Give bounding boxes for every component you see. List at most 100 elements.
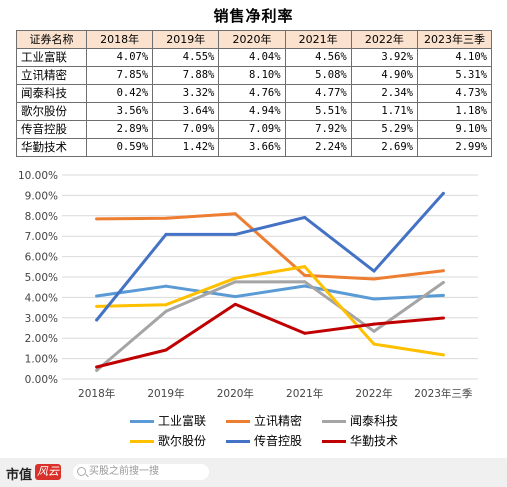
table-cell: 7.09%	[152, 120, 220, 139]
x-tick-label: 2022年	[355, 387, 392, 400]
table-cell: 7.92%	[284, 120, 352, 139]
y-tick-label: 4.00%	[25, 292, 58, 304]
series-point	[372, 277, 376, 281]
table-cell: 4.76%	[218, 84, 286, 103]
table-cell: 3.66%	[218, 138, 286, 157]
table-cell: 5.31%	[417, 66, 492, 85]
search-icon	[77, 467, 86, 476]
series-line	[95, 302, 445, 369]
table-header-cell: 2020年	[218, 30, 286, 49]
y-tick-label: 3.00%	[25, 313, 58, 325]
table-header-cell: 证券名称	[16, 30, 87, 49]
table-cell: 4.55%	[152, 48, 220, 67]
table-header-cell: 2022年	[350, 30, 419, 49]
series-point	[303, 280, 307, 284]
series-point	[233, 212, 237, 216]
table-cell: 3.32%	[152, 84, 220, 103]
series-point	[95, 304, 99, 308]
series-point	[441, 353, 445, 357]
table-cell: 4.07%	[85, 48, 154, 67]
legend-item: 闻泰科技	[322, 413, 398, 429]
y-tick-label: 10.00%	[18, 170, 58, 182]
search-placeholder: 买股之前搜一搜	[89, 466, 159, 477]
legend-swatch	[226, 420, 250, 423]
x-tick-label: 2018年	[78, 387, 115, 400]
y-tick-label: 7.00%	[25, 231, 58, 243]
y-tick-label: 6.00%	[25, 252, 58, 264]
table-row: 传音控股 2.89% 7.09% 7.09% 7.92% 5.29% 9.10%	[16, 120, 492, 139]
table-cell: 8.10%	[218, 66, 286, 85]
table-cell: 4.56%	[284, 48, 352, 67]
series-point	[95, 368, 99, 372]
series-point	[441, 293, 445, 297]
table-cell: 7.09%	[218, 120, 286, 139]
table-header-cell: 2023年三季	[417, 30, 492, 49]
table-header-cell: 2019年	[152, 30, 220, 49]
series-point	[441, 269, 445, 273]
series-line	[95, 212, 445, 281]
series-point	[441, 191, 445, 195]
series-point	[95, 365, 99, 369]
legend-label: 立讯精密	[254, 414, 303, 428]
series-point	[372, 297, 376, 301]
series-line	[95, 191, 445, 322]
series-point	[372, 329, 376, 333]
series-point	[441, 316, 445, 320]
table-header-row: 证券名称 2018年 2019年 2020年 2021年 2022年 2023年…	[16, 30, 492, 49]
series-line	[95, 284, 445, 301]
legend-item: 华勤技术	[322, 433, 398, 449]
series-point	[303, 215, 307, 219]
y-tick-label: 8.00%	[25, 211, 58, 223]
table-cell-company: 歌尔股份	[16, 102, 87, 121]
series-point	[303, 265, 307, 269]
table-cell-company: 立讯精密	[16, 66, 87, 85]
table-cell: 0.59%	[85, 138, 154, 157]
series-point	[233, 232, 237, 236]
table-cell: 1.42%	[152, 138, 220, 157]
x-tick-label: 2019年	[147, 387, 184, 400]
table-cell: 5.51%	[284, 102, 352, 121]
y-tick-label: 0.00%	[25, 374, 58, 386]
table-cell: 9.10%	[417, 120, 492, 139]
brand-logo-text: 市值	[6, 468, 33, 483]
series-line	[95, 265, 445, 357]
table-cell: 4.77%	[284, 84, 352, 103]
table-cell: 2.69%	[350, 138, 419, 157]
table-cell: 4.04%	[218, 48, 286, 67]
table-cell-company: 传音控股	[16, 120, 87, 139]
x-tick-label: 2023年三季	[414, 387, 473, 400]
legend-swatch	[130, 420, 154, 423]
series-point	[164, 216, 168, 220]
table-cell: 4.94%	[218, 102, 286, 121]
x-tick-label: 2021年	[286, 387, 323, 400]
table-row: 华勤技术 0.59% 1.42% 3.66% 2.24% 2.69% 2.99%	[16, 138, 492, 157]
y-tick-label: 2.00%	[25, 333, 58, 345]
legend-swatch	[322, 440, 346, 443]
search-box[interactable]: 买股之前搜一搜	[73, 464, 209, 480]
x-tick-label: 2020年	[217, 387, 254, 400]
line-chart: 0.00% 1.00% 2.00% 3.00% 4.00% 5.00% 6.00% 7.00%…	[18, 170, 478, 400]
y-tick-label: 5.00%	[25, 272, 58, 284]
series-point	[95, 318, 99, 322]
table-cell: 3.92%	[350, 48, 419, 67]
table-cell: 4.90%	[350, 66, 419, 85]
series-point	[164, 284, 168, 288]
table-cell: 2.89%	[85, 120, 154, 139]
legend-item: 工业富联	[130, 413, 206, 429]
table-cell: 1.71%	[350, 102, 419, 121]
table-cell-company: 工业富联	[16, 48, 87, 67]
table-cell: 3.56%	[85, 102, 154, 121]
table-header-cell: 2021年	[284, 30, 352, 49]
y-tick-label: 1.00%	[25, 354, 58, 366]
y-tick-label: 9.00%	[25, 190, 58, 202]
footer-bar: 市值 风云 买股之前搜一搜	[0, 458, 507, 487]
table-cell: 2.99%	[417, 138, 492, 157]
legend-item: 歌尔股份	[130, 433, 206, 449]
series-point	[164, 348, 168, 352]
legend-label: 工业富联	[158, 414, 207, 428]
legend-item: 传音控股	[226, 433, 302, 449]
table-cell: 7.85%	[85, 66, 154, 85]
table-cell: 2.34%	[350, 84, 419, 103]
series-point	[233, 302, 237, 306]
table-cell-company: 闻泰科技	[16, 84, 87, 103]
